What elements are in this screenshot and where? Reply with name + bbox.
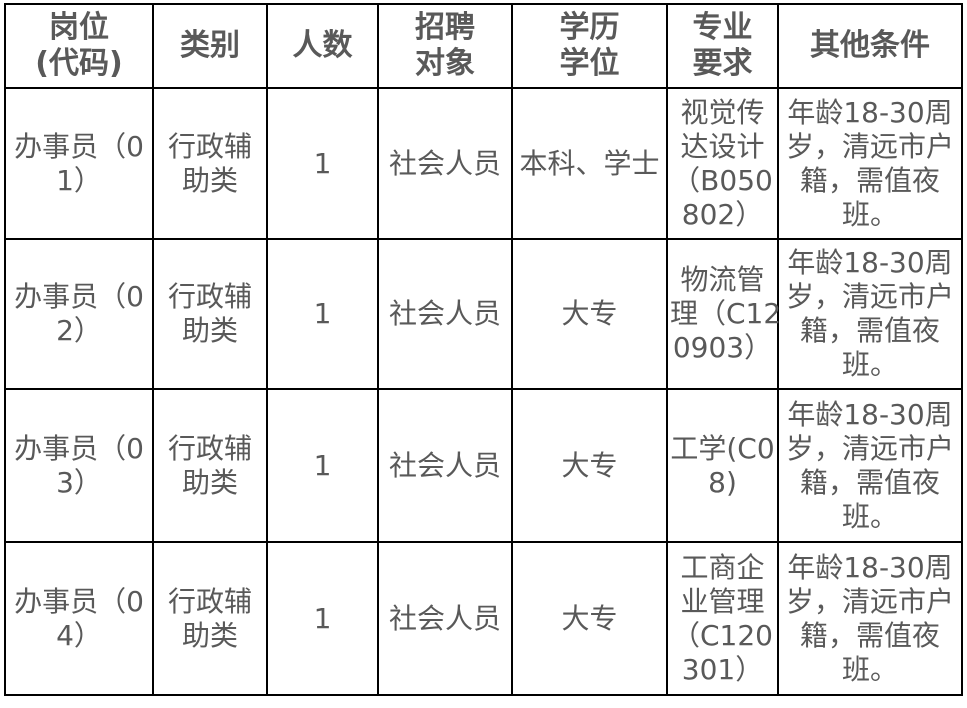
header-headcount: 人数 bbox=[266, 3, 379, 89]
cell-other-conditions: 年龄18-30周 岁，清远市户 籍，需值夜 班。 bbox=[777, 388, 963, 543]
cell-education-degree: 大专 bbox=[511, 388, 668, 543]
cell-major-requirement: 视觉传 达设计 （B050 802） bbox=[666, 87, 779, 240]
table-body: 办事员（0 1） 行政辅 助类 1 社会人员 本科、学士 视觉传 达设计 （B0… bbox=[4, 87, 963, 696]
cell-position-code: 办事员（0 2） bbox=[4, 238, 154, 390]
cell-position-code: 办事员（0 4） bbox=[4, 541, 154, 696]
cell-other-conditions: 年龄18-30周 岁，清远市户 籍，需值夜 班。 bbox=[777, 87, 963, 240]
cell-headcount: 1 bbox=[266, 388, 379, 543]
header-other-conditions: 其他条件 bbox=[777, 3, 963, 89]
header-major-requirement: 专业 要求 bbox=[666, 3, 779, 89]
cell-other-conditions: 年龄18-30周 岁，清远市户 籍，需值夜 班。 bbox=[777, 541, 963, 696]
table-header: 岗位 (代码) 类别 人数 招聘 对象 学历 学位 专业 要求 其他条件 bbox=[4, 3, 963, 89]
header-row: 岗位 (代码) 类别 人数 招聘 对象 学历 学位 专业 要求 其他条件 bbox=[4, 3, 963, 89]
header-category: 类别 bbox=[152, 3, 268, 89]
cell-major-requirement: 工商企 业管理 （C120 301） bbox=[666, 541, 779, 696]
recruitment-table: 岗位 (代码) 类别 人数 招聘 对象 学历 学位 专业 要求 其他条件 办事员… bbox=[4, 3, 963, 696]
cell-recruit-target: 社会人员 bbox=[377, 541, 513, 696]
header-education-degree: 学历 学位 bbox=[511, 3, 668, 89]
cell-education-degree: 本科、学士 bbox=[511, 87, 668, 240]
cell-education-degree: 大专 bbox=[511, 541, 668, 696]
cell-category: 行政辅 助类 bbox=[152, 238, 268, 390]
cell-major-requirement: 物流管 理（C12 0903） bbox=[666, 238, 781, 390]
table-row: 办事员（0 2） 行政辅 助类 1 社会人员 大专 物流管 理（C12 0903… bbox=[4, 238, 963, 390]
header-recruit-target: 招聘 对象 bbox=[377, 3, 513, 89]
cell-education-degree: 大专 bbox=[511, 238, 668, 390]
cell-headcount: 1 bbox=[266, 238, 379, 390]
cell-recruit-target: 社会人员 bbox=[377, 388, 513, 543]
cell-headcount: 1 bbox=[266, 87, 379, 240]
cell-recruit-target: 社会人员 bbox=[377, 87, 513, 240]
table-row: 办事员（0 1） 行政辅 助类 1 社会人员 本科、学士 视觉传 达设计 （B0… bbox=[4, 87, 963, 240]
cell-recruit-target: 社会人员 bbox=[377, 238, 513, 390]
header-position-code: 岗位 (代码) bbox=[4, 3, 154, 89]
cell-category: 行政辅 助类 bbox=[152, 541, 268, 696]
cell-major-requirement: 工学(C0 8) bbox=[666, 388, 779, 543]
cell-position-code: 办事员（0 3） bbox=[4, 388, 154, 543]
table-row: 办事员（0 3） 行政辅 助类 1 社会人员 大专 工学(C0 8) 年龄18-… bbox=[4, 388, 963, 543]
table-row: 办事员（0 4） 行政辅 助类 1 社会人员 大专 工商企 业管理 （C120 … bbox=[4, 541, 963, 696]
cell-headcount: 1 bbox=[266, 541, 379, 696]
cell-other-conditions: 年龄18-30周 岁，清远市户 籍，需值夜 班。 bbox=[777, 238, 963, 390]
cell-category: 行政辅 助类 bbox=[152, 388, 268, 543]
cell-position-code: 办事员（0 1） bbox=[4, 87, 154, 240]
cell-category: 行政辅 助类 bbox=[152, 87, 268, 240]
